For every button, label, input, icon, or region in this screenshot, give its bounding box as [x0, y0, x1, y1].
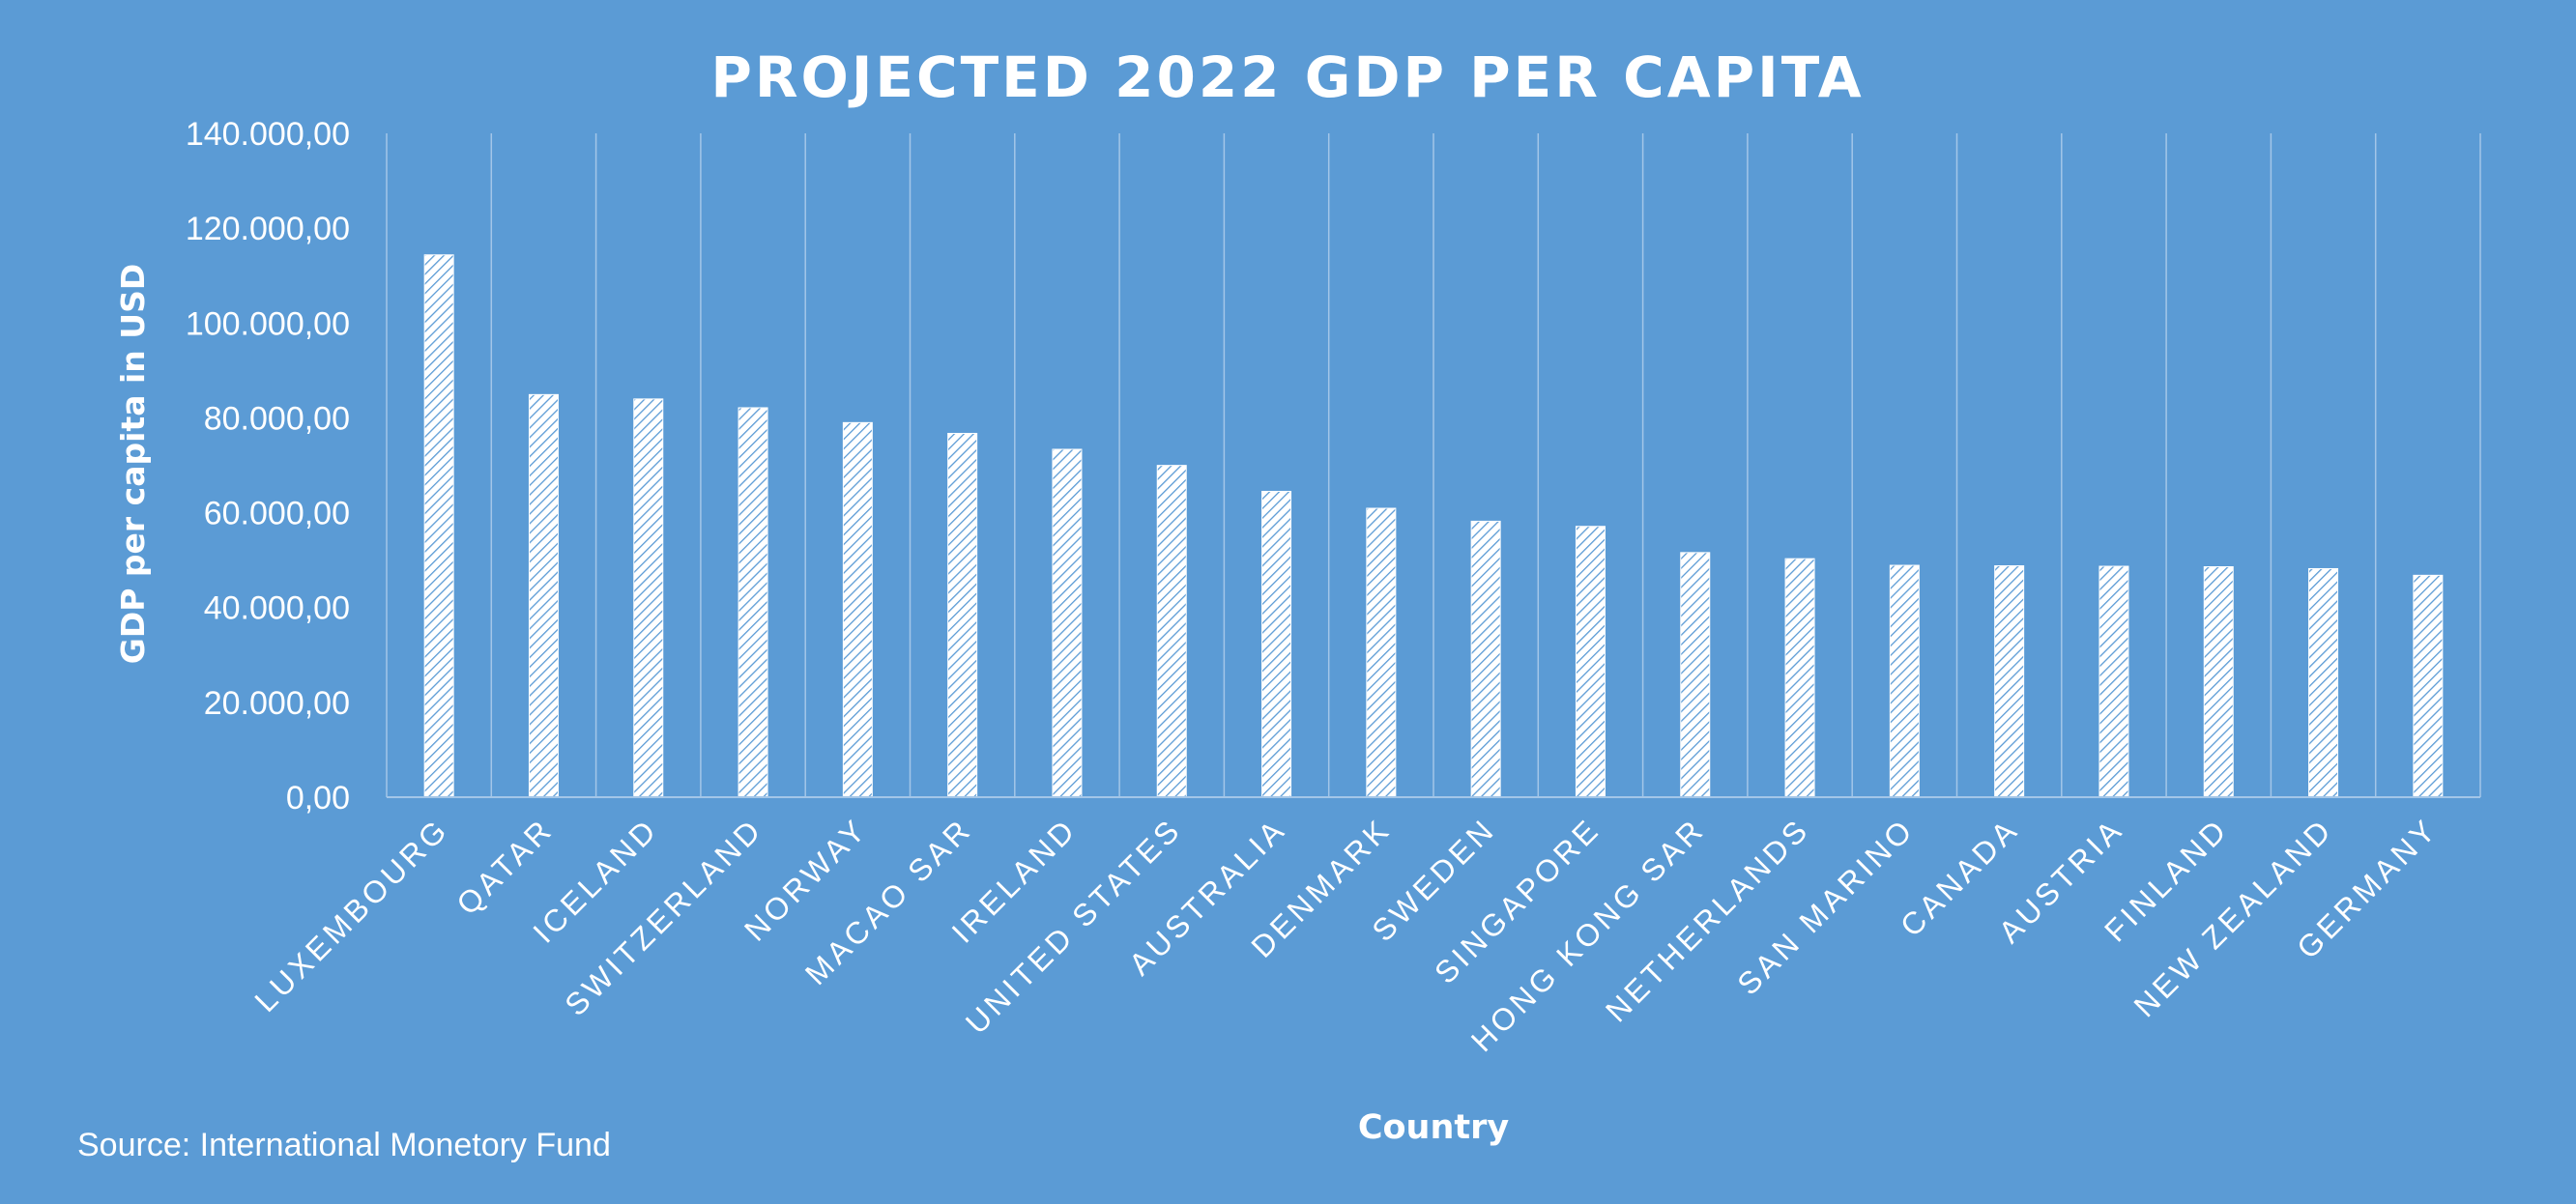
- bar-denmark: [1366, 507, 1397, 798]
- y-axis-ticks: 0,00 20.000,00 40.000,00 60.000,00 80.000,00…: [186, 116, 350, 817]
- bar-iceland: [633, 398, 664, 798]
- x-tick-label: NETHERLANDS: [1599, 811, 1816, 1028]
- x-tick-label: LUXEMBOURG: [247, 811, 455, 1018]
- y-axis-label: GDP per capita in USD: [114, 264, 152, 664]
- bars-layer: [423, 254, 2444, 798]
- x-tick-label: SWITZERLAND: [558, 811, 769, 1022]
- source-note: Source: International Monetory Fund: [77, 1127, 611, 1163]
- y-tick-label: 0,00: [286, 780, 350, 817]
- bar-hong-kong-sar: [1680, 552, 1711, 798]
- bar-luxembourg: [423, 254, 454, 798]
- bar-austria: [2098, 565, 2129, 798]
- bar-macao-sar: [947, 432, 978, 798]
- bar-united-states: [1156, 465, 1187, 798]
- x-axis-ticks: LUXEMBOURGQATARICELANDSWITZERLANDNORWAYM…: [247, 811, 2444, 1058]
- bar-san-marino: [1889, 564, 1920, 798]
- x-tick-label: QATAR: [449, 811, 560, 921]
- y-tick-label: 100.000,00: [186, 305, 350, 342]
- bar-norway: [842, 421, 873, 798]
- x-tick-label: NEW ZEALAND: [2127, 811, 2339, 1023]
- bar-new-zealand: [2308, 567, 2339, 798]
- bar-finland: [2203, 566, 2234, 798]
- x-axis-label: Country: [1358, 1108, 1510, 1147]
- chart-title: PROJECTED 2022 GDP PER CAPITA: [710, 44, 1864, 110]
- bar-canada: [1994, 565, 2025, 798]
- y-tick-label: 20.000,00: [204, 685, 350, 722]
- bar-singapore: [1575, 526, 1606, 798]
- bar-qatar: [528, 393, 559, 798]
- y-tick-label: 120.000,00: [186, 211, 350, 247]
- bar-ireland: [1052, 448, 1083, 798]
- bar-netherlands: [1784, 558, 1815, 798]
- y-tick-label: 40.000,00: [204, 590, 350, 627]
- bar-sweden: [1470, 520, 1501, 798]
- bar-switzerland: [738, 407, 768, 798]
- bar-germany: [2413, 574, 2444, 798]
- bar-australia: [1261, 490, 1292, 798]
- y-tick-label: 140.000,00: [186, 116, 350, 153]
- y-tick-label: 60.000,00: [204, 496, 350, 532]
- y-tick-label: 80.000,00: [204, 400, 350, 437]
- x-tick-label: SAN MARINO: [1730, 811, 1921, 1001]
- grid-layer: [386, 133, 2481, 797]
